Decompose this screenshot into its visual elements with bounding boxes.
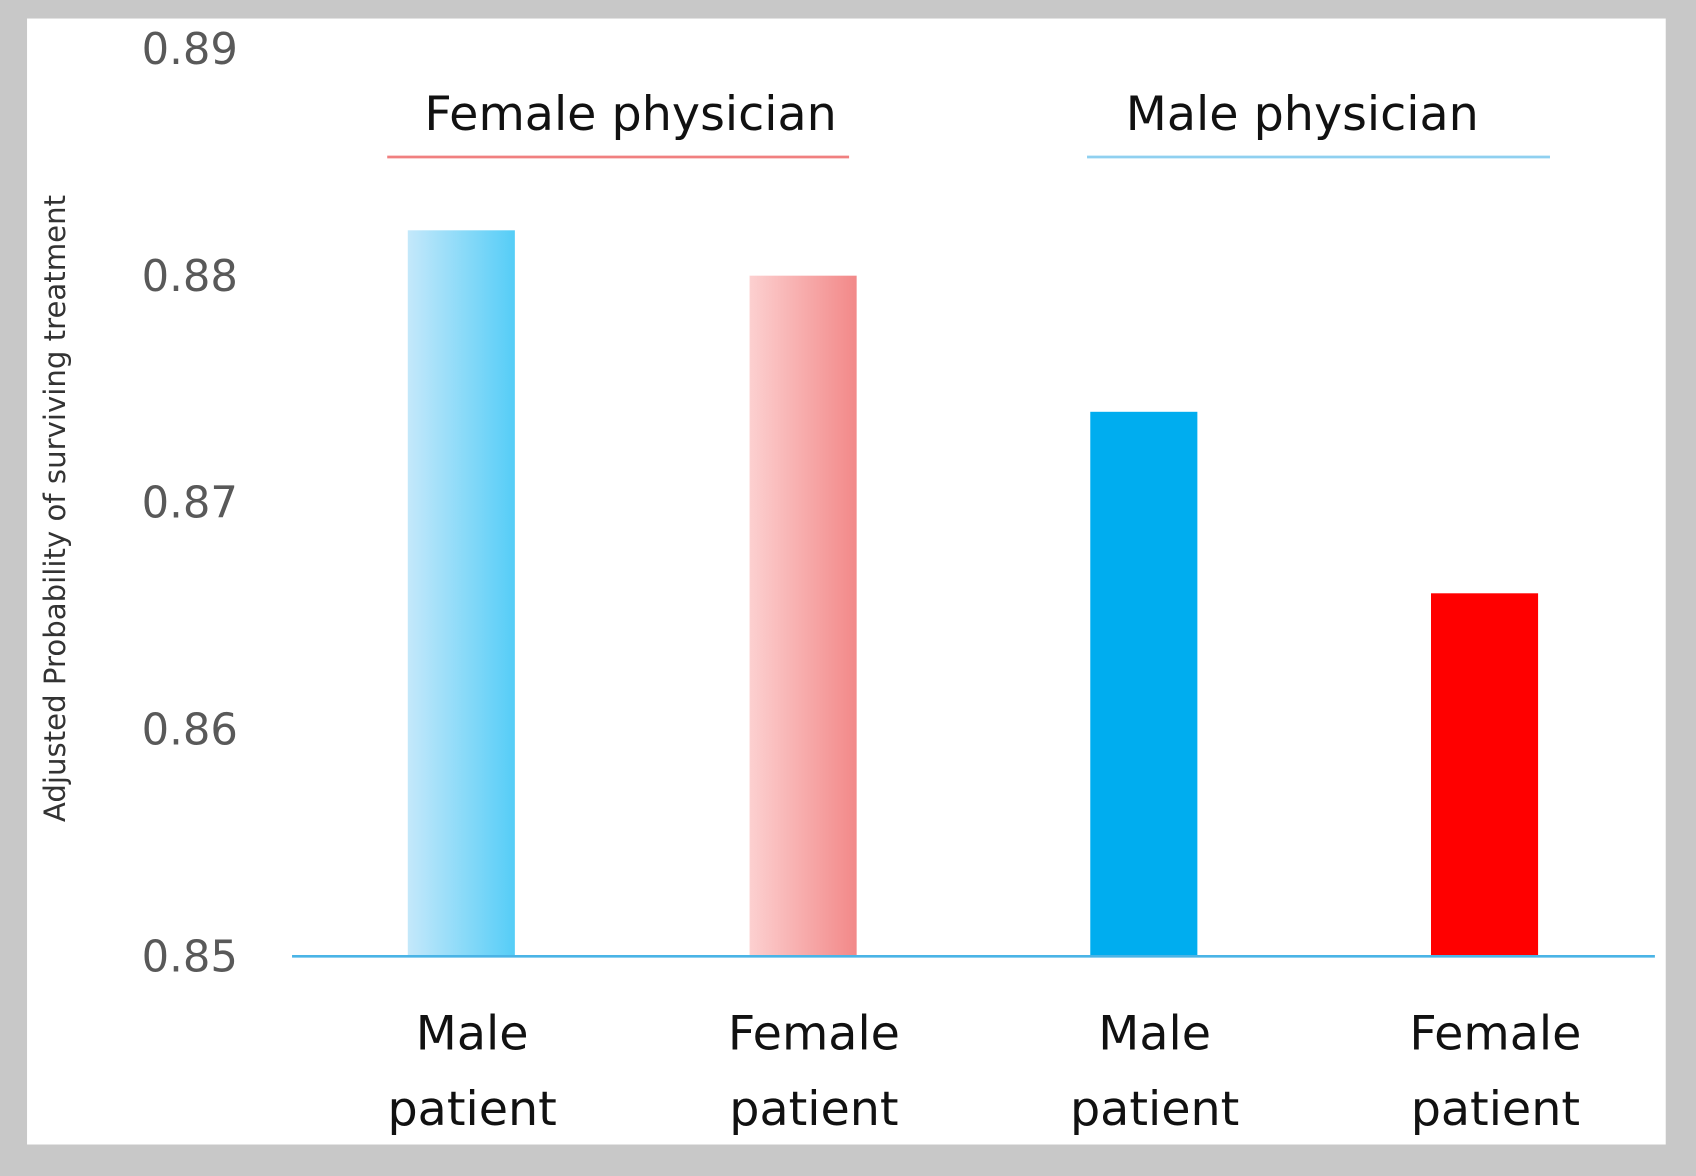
category-label-line2: patient — [1411, 1082, 1580, 1137]
category-label-line2: patient — [729, 1082, 898, 1137]
category-label-line2: patient — [387, 1082, 556, 1137]
y-axis-label: Adjusted Probability of surviving treatm… — [38, 195, 72, 822]
category-label-line1: Female — [1409, 1006, 1581, 1061]
group-label: Male physician — [1126, 87, 1479, 142]
y-tick-label: 0.87 — [142, 479, 238, 529]
category-label-line2: patient — [1070, 1082, 1239, 1137]
bar — [749, 275, 857, 957]
category-label-line1: Female — [728, 1006, 900, 1061]
group-label: Female physician — [424, 87, 836, 142]
category-label-line1: Male — [416, 1006, 529, 1061]
y-tick-label: 0.88 — [142, 252, 238, 302]
bar — [1431, 593, 1539, 957]
y-tick-label: 0.86 — [142, 706, 238, 756]
bar — [1090, 411, 1198, 957]
y-tick-label: 0.89 — [142, 25, 238, 75]
y-tick-label: 0.85 — [142, 932, 238, 982]
category-label-line1: Male — [1098, 1006, 1211, 1061]
bar — [407, 230, 515, 957]
